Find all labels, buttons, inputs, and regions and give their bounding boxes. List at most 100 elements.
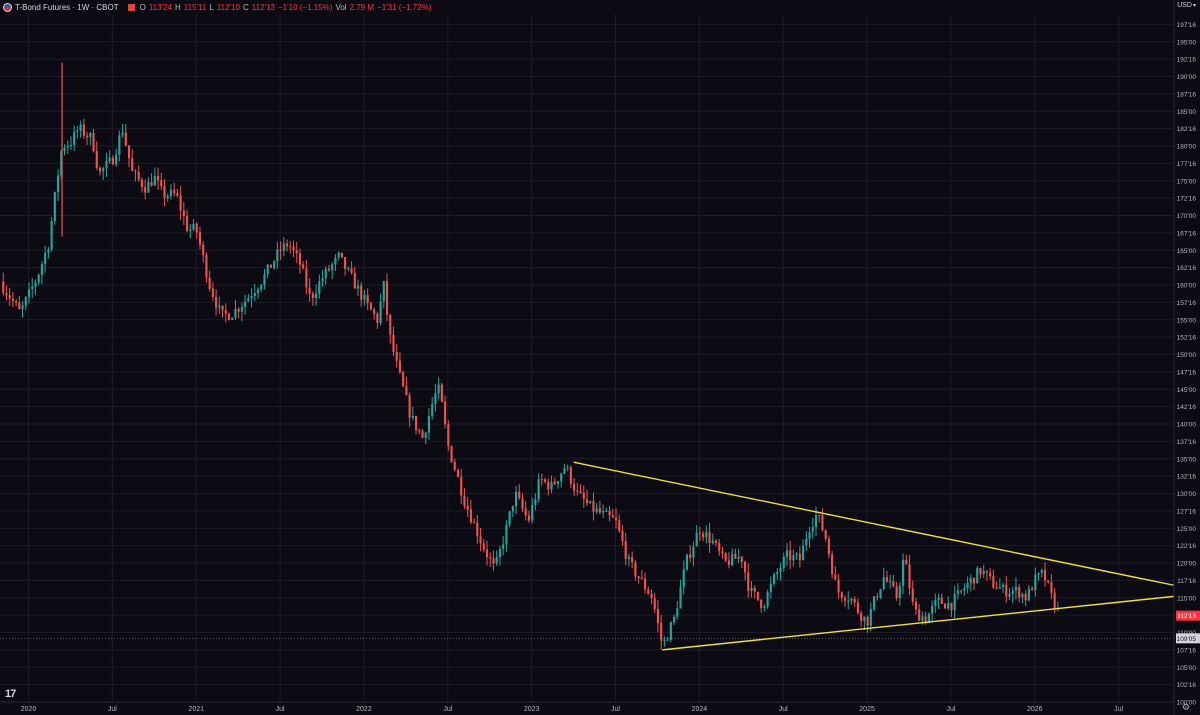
candle-body — [305, 268, 308, 288]
candle-body — [60, 151, 63, 176]
y-tick-label: 125'00 — [1177, 526, 1197, 533]
candle-body — [337, 252, 340, 258]
candle-body — [260, 284, 263, 290]
candle-body — [537, 479, 540, 500]
x-tick-label: Jul — [779, 706, 788, 713]
candle-body — [131, 158, 134, 171]
candle-body — [979, 567, 982, 575]
y-tick-label: 197'16 — [1177, 22, 1197, 29]
high-value: 115'11 — [183, 2, 207, 12]
low-label: L — [209, 2, 214, 12]
y-tick-label: 122'16 — [1177, 543, 1197, 550]
candle-body — [50, 221, 53, 250]
candle-body — [105, 161, 108, 169]
candle-body — [156, 176, 160, 181]
candle-body — [24, 297, 27, 306]
currency-selector[interactable]: USD ▾ — [1177, 2, 1196, 9]
candle-body — [218, 305, 221, 308]
candle-body — [231, 317, 234, 320]
candle-body — [463, 495, 466, 506]
candle-body — [889, 581, 892, 583]
candle-body — [921, 616, 924, 621]
candle-body — [1050, 582, 1053, 593]
candle-body — [934, 600, 937, 606]
time-axis[interactable]: 2020 Jul 2021 Jul 2022 Jul 2023 Jul 2024 Jul 2025 J… — [0, 701, 1174, 713]
price-axis[interactable]: 100'00102'16105'00107'16110'00112'16115'… — [1173, 0, 1197, 715]
candle-body — [518, 492, 521, 499]
candle-body — [405, 386, 408, 396]
candle-body — [250, 296, 253, 298]
candle-body — [76, 130, 79, 132]
candle-body — [750, 587, 753, 591]
candle-body — [631, 557, 634, 563]
candle-body — [1021, 593, 1024, 598]
candle-body — [273, 261, 276, 268]
currency-label: USD — [1177, 2, 1192, 9]
candle-body — [1037, 573, 1040, 575]
trendlines[interactable] — [573, 461, 1175, 651]
candle-body — [69, 145, 73, 147]
candle-body — [269, 264, 272, 268]
candle-body — [827, 538, 830, 555]
candle-body — [282, 243, 285, 251]
candle-body — [34, 282, 37, 287]
candle-body — [511, 505, 514, 512]
candle-body — [721, 551, 724, 554]
candle-body — [689, 554, 692, 558]
candle-body — [866, 616, 869, 626]
candle-body — [369, 302, 372, 310]
y-tick-label: 145'00 — [1177, 387, 1197, 394]
candle-body — [882, 577, 885, 589]
candle-body — [895, 586, 898, 599]
symbol-title[interactable]: T-Bond Futures · 1W · CBOT — [15, 2, 119, 12]
candle-body — [247, 297, 250, 302]
candle-body — [40, 264, 43, 275]
candle-body — [318, 281, 321, 294]
gear-icon[interactable]: ⚙ — [1181, 702, 1190, 712]
candle-body — [618, 520, 621, 531]
candle-body — [424, 432, 427, 438]
candle-body — [1040, 569, 1043, 574]
candle-body — [476, 522, 479, 537]
candle-body — [902, 559, 905, 587]
candle-body — [724, 553, 727, 561]
candle-body — [389, 314, 392, 335]
y-tick-label: 117'16 — [1177, 578, 1196, 585]
candle-body — [553, 481, 556, 484]
candle-body — [1008, 593, 1011, 597]
x-tick-label: 2021 — [188, 706, 204, 713]
candle-body — [140, 179, 143, 188]
y-tick-label: 147'16 — [1177, 369, 1197, 376]
candle-body — [527, 515, 531, 521]
candle-body — [240, 306, 243, 312]
candle-body — [747, 572, 750, 591]
tradingview-logo[interactable]: 17 — [5, 688, 16, 700]
legend-header[interactable]: T-Bond Futures · 1W · CBOT O 113'24 H 115'… — [0, 0, 431, 14]
candle-body — [808, 532, 811, 539]
candle-body — [37, 274, 40, 283]
candle-body — [1047, 580, 1050, 583]
candle-body — [743, 561, 747, 573]
candle-body — [634, 562, 637, 577]
candle-body — [498, 548, 501, 558]
candle-body — [1043, 569, 1047, 581]
candle-body — [473, 522, 476, 524]
y-tick-label: 165'00 — [1177, 248, 1197, 255]
candle-body — [202, 244, 205, 256]
candle-body — [840, 592, 843, 598]
candle-body — [566, 467, 569, 469]
candle-body — [740, 556, 743, 562]
candle-body — [731, 553, 734, 566]
y-tick-label: 177'16 — [1177, 161, 1197, 168]
x-tick-label: Jul — [443, 706, 452, 713]
candle-body — [340, 252, 343, 258]
candle-body — [163, 186, 166, 198]
y-tick-label: 152'16 — [1177, 335, 1197, 342]
candle-body — [150, 182, 153, 186]
last-price-label: 112'13 — [1177, 613, 1196, 620]
candle-body — [811, 527, 814, 533]
candle-body — [447, 424, 450, 447]
candle-body — [856, 602, 859, 613]
